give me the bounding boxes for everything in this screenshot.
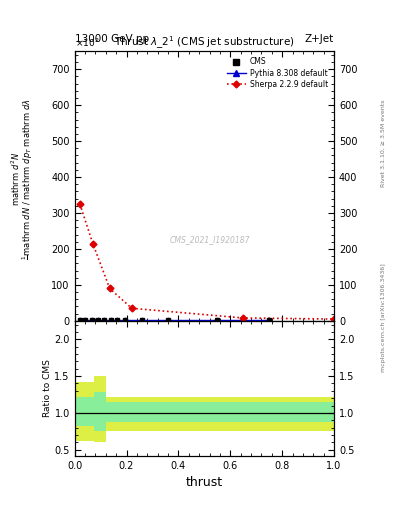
Text: mathrm $d^2N$: mathrm $d^2N$ xyxy=(9,152,22,206)
Legend: CMS, Pythia 8.308 default, Sherpa 2.2.9 default: CMS, Pythia 8.308 default, Sherpa 2.2.9 … xyxy=(224,55,330,91)
Text: 13000 GeV pp: 13000 GeV pp xyxy=(75,33,149,44)
Title: Thrust $\lambda$_2$^1$ (CMS jet substructure): Thrust $\lambda$_2$^1$ (CMS jet substruc… xyxy=(114,35,295,51)
Text: CMS_2021_I1920187: CMS_2021_I1920187 xyxy=(169,236,250,244)
Text: mcplots.cern.ch [arXiv:1306.3436]: mcplots.cern.ch [arXiv:1306.3436] xyxy=(381,263,386,372)
X-axis label: thrust: thrust xyxy=(186,476,223,489)
Y-axis label: Ratio to CMS: Ratio to CMS xyxy=(43,359,51,417)
Text: $\times10^2$: $\times10^2$ xyxy=(75,36,99,49)
Text: Z+Jet: Z+Jet xyxy=(305,33,334,44)
Text: $\frac{1}{\,}$mathrm $dN$ / mathrm $dp_T$ mathrm $d\lambda$: $\frac{1}{\,}$mathrm $dN$ / mathrm $dp_T… xyxy=(20,98,35,260)
Y-axis label:   $\frac{1}{\mathrm{d}N}$
mathrm $d$ N / mathrm $d$ $p_T$ mathrm $d$ $\lambda$: $\frac{1}{\mathrm{d}N}$ mathrm $d$ N / m… xyxy=(0,511,1,512)
Text: Rivet 3.1.10, ≥ 3.5M events: Rivet 3.1.10, ≥ 3.5M events xyxy=(381,100,386,187)
